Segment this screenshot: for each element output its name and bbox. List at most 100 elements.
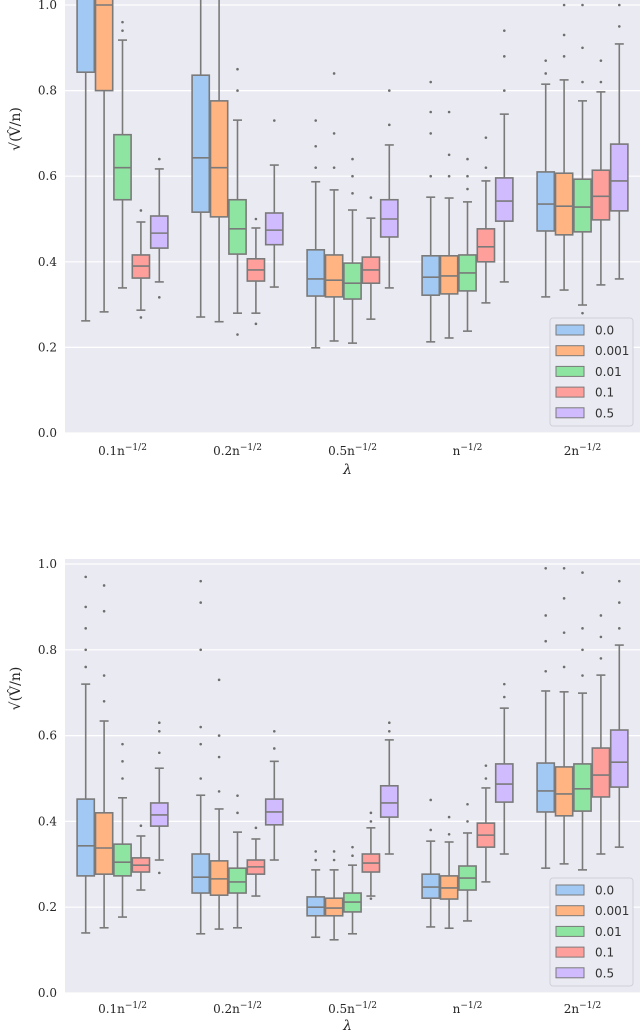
plot-area (76, 566, 629, 941)
outlier-point (562, 3, 566, 7)
y-axis-label: √(V̂/n) (6, 667, 24, 711)
box-0.01 (228, 794, 247, 929)
outlier-point (314, 144, 318, 148)
box-iqr (536, 171, 556, 232)
outlier-point (429, 110, 433, 114)
box-0.1 (131, 209, 151, 319)
outlier-point (599, 657, 603, 660)
outlier-point (84, 627, 87, 630)
outlier-point (102, 584, 106, 587)
box-0.5 (494, 682, 514, 855)
outlier-point (562, 33, 566, 37)
x-tick-label: 0.1n−1/2 (98, 443, 147, 458)
x-tick-base: 2n (564, 1002, 580, 1016)
box-iqr (76, 798, 96, 877)
box-iqr (306, 896, 326, 917)
box-iqr (609, 729, 629, 788)
box-0.0 (536, 566, 556, 869)
outlier-point (618, 25, 621, 28)
outlier-point (618, 627, 621, 630)
box-0.0 (191, 579, 211, 935)
outlier-point (236, 67, 239, 71)
box-iqr (609, 143, 629, 212)
box-0.001 (439, 110, 459, 339)
box-0.5 (149, 157, 169, 299)
box-0.5 (149, 721, 169, 875)
outlier-point (102, 699, 106, 703)
outlier-point (503, 682, 506, 686)
box-iqr (324, 254, 344, 298)
outlier-point (581, 571, 584, 574)
box-0.1 (476, 764, 496, 883)
outlier-point (466, 802, 469, 806)
x-tick-exponent: −1/2 (125, 443, 147, 453)
legend-swatch (555, 407, 585, 419)
box-0.001 (94, 584, 114, 929)
outlier-point (388, 123, 391, 127)
outlier-point (369, 811, 373, 815)
x-tick-base: 0.2n (213, 444, 240, 458)
outlier-point (503, 695, 506, 699)
outlier-point (429, 132, 433, 135)
legend-label: 0.1 (595, 386, 614, 400)
outlier-point (581, 648, 584, 652)
outlier-point (466, 820, 469, 823)
outlier-point (158, 296, 161, 299)
outlier-point (236, 794, 239, 797)
x-tick-label: 0.5n−1/2 (328, 1001, 377, 1016)
outlier-point (544, 72, 547, 75)
outlier-point (429, 798, 433, 802)
box-0.5 (264, 119, 284, 288)
outlier-point (199, 601, 202, 604)
outlier-point (254, 217, 258, 221)
outlier-point (217, 678, 221, 682)
outlier-point (369, 820, 373, 823)
box-0.001 (324, 850, 344, 941)
box-0.01 (343, 157, 362, 344)
box-group-2 (306, 72, 399, 349)
outlier-point (139, 824, 143, 827)
outlier-point (388, 721, 391, 725)
box-group-3 (421, 29, 514, 343)
box-group-1 (191, 0, 284, 336)
x-tick-base: 2n (564, 444, 580, 458)
x-tick-exponent: −1/2 (355, 1001, 377, 1011)
outlier-point (369, 897, 373, 900)
x-tick-exponent: −1/2 (579, 443, 601, 453)
x-tick-label: 0.2n−1/2 (213, 443, 262, 458)
outlier-point (254, 826, 258, 830)
outlier-point (466, 157, 469, 161)
box-iqr (209, 100, 229, 218)
x-tick-label: 2n−1/2 (564, 1001, 601, 1016)
x-tick-base: 0.2n (213, 1002, 240, 1016)
panel-2: 0.00.20.40.60.81.0√(V̂/n)λ0.1n−1/2 0.2n−1… (6, 557, 640, 1032)
outlier-point (139, 316, 143, 319)
outlier-point (217, 755, 221, 759)
outlier-point (544, 639, 547, 643)
y-tick-label: 0.6 (38, 729, 57, 743)
legend-swatch (555, 324, 585, 336)
box-0.001 (439, 815, 459, 930)
outlier-point (447, 832, 451, 836)
outlier-point (158, 157, 161, 161)
box-group-2 (306, 721, 399, 941)
outlier-point (503, 89, 506, 92)
outlier-point (121, 760, 124, 763)
box-iqr (573, 763, 592, 812)
outlier-point (503, 55, 506, 58)
box-iqr (573, 178, 592, 233)
outlier-point (84, 575, 87, 579)
box-iqr (94, 812, 114, 875)
box-0.0 (306, 850, 326, 939)
box-iqr (536, 762, 556, 813)
box-group-1 (191, 579, 284, 935)
box-iqr (554, 766, 574, 817)
y-tick-label: 1.0 (38, 557, 57, 571)
x-tick-label: 0.1n−1/2 (98, 1001, 147, 1016)
legend-label: 0.01 (595, 365, 622, 379)
outlier-point (102, 609, 106, 613)
x-tick-exponent: −1/2 (125, 1001, 147, 1011)
outlier-point (581, 46, 584, 50)
box-0.1 (361, 811, 381, 900)
